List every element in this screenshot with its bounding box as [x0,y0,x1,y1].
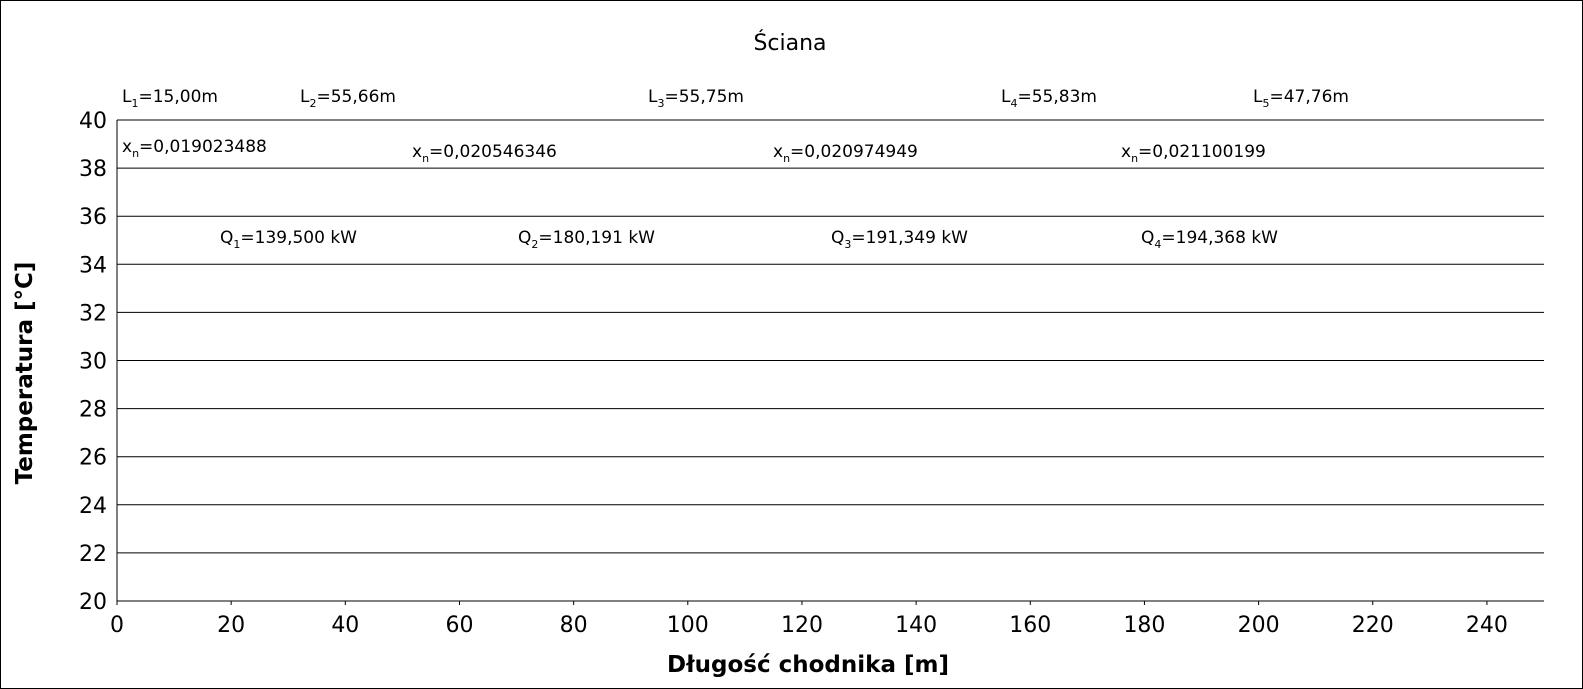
annotation-symbol: x [122,137,132,157]
y-tick-label: 34 [79,253,107,278]
y-tick-label: 20 [79,590,107,615]
annotation-index: 1 [233,238,240,251]
annotation-index: n [783,152,790,165]
annotation: xn=0,019023488 [122,137,267,160]
x-tick-label: 60 [445,613,473,638]
annotation: L2=55,66m [300,87,396,110]
annotation-text: =55,75m [664,87,743,107]
annotation: L3=55,75m [648,87,744,110]
y-tick-label: 40 [79,109,107,134]
annotation-text: =194,368 kW [1161,228,1278,248]
x-tick-label: 100 [667,613,709,638]
x-tick-label: 180 [1123,613,1165,638]
annotation-text: =15,00m [138,87,217,107]
x-tick-label: 220 [1352,613,1394,638]
annotation-symbol: L [122,87,132,107]
annotation-text: =47,76m [1269,87,1348,107]
annotation-text: =0,020546346 [429,142,557,162]
y-tick-label: 24 [79,494,107,519]
annotation-symbol: Q [1141,228,1154,248]
annotation: L5=47,76m [1253,87,1349,110]
x-tick-label: 20 [217,613,245,638]
annotation-index: 2 [309,97,316,110]
annotation-text: =55,83m [1017,87,1096,107]
annotation-symbol: Q [518,228,531,248]
annotation: xn=0,020974949 [773,142,918,165]
x-tick-label: 0 [110,613,124,638]
x-tick-label: 80 [560,613,588,638]
annotation: L1=15,00m [122,87,218,110]
y-tick-label: 22 [79,542,107,567]
x-tick-label: 160 [1009,613,1051,638]
annotation: L4=55,83m [1001,87,1097,110]
annotation: xn=0,021100199 [1121,142,1266,165]
annotation: Q1=139,500 kW [220,228,357,251]
annotation-index: 1 [131,97,138,110]
x-tick-label: 200 [1238,613,1280,638]
annotation-symbol: L [300,87,310,107]
annotation-text: =180,191 kW [538,228,655,248]
annotation-text: =55,66m [316,87,395,107]
x-tick-label: 140 [895,613,937,638]
annotation-index: 3 [844,238,851,251]
annotation-symbol: L [1001,87,1011,107]
annotation-symbol: Q [831,228,844,248]
annotation-index: 3 [657,97,664,110]
annotation-symbol: L [1253,87,1263,107]
annotation-symbol: x [773,142,783,162]
y-tick-label: 26 [79,446,107,471]
annotation-index: n [1131,152,1138,165]
x-tick-label: 120 [781,613,823,638]
x-axis-label: Długość chodnika [m] [667,652,949,678]
x-tick-label: 40 [331,613,359,638]
annotation-index: n [132,147,139,160]
y-tick-label: 36 [79,205,107,230]
chart-title: Ściana [753,30,826,56]
y-axis-label: Temperatura [°C] [12,262,38,485]
annotation-text: =0,021100199 [1138,142,1266,162]
annotation-index: 4 [1154,238,1161,251]
annotation: Q3=191,349 kW [831,228,968,251]
annotation-symbol: x [412,142,422,162]
y-tick-label: 30 [79,350,107,375]
annotation-index: 2 [531,238,538,251]
annotation-text: =139,500 kW [240,228,357,248]
annotation: Q4=194,368 kW [1141,228,1278,251]
y-tick-label: 32 [79,301,107,326]
annotation-index: 5 [1262,97,1269,110]
annotation-text: =0,020974949 [790,142,918,162]
y-tick-label: 28 [79,398,107,423]
annotation-index: n [422,152,429,165]
annotation-text: =191,349 kW [851,228,968,248]
annotation-text: =0,019023488 [139,137,267,157]
annotation-symbol: x [1121,142,1131,162]
annotation: Q2=180,191 kW [518,228,655,251]
annotation-symbol: Q [220,228,233,248]
x-tick-label: 240 [1466,613,1508,638]
annotation-symbol: L [648,87,658,107]
annotation-index: 4 [1010,97,1017,110]
annotation: xn=0,020546346 [412,142,557,165]
y-tick-label: 38 [79,157,107,182]
